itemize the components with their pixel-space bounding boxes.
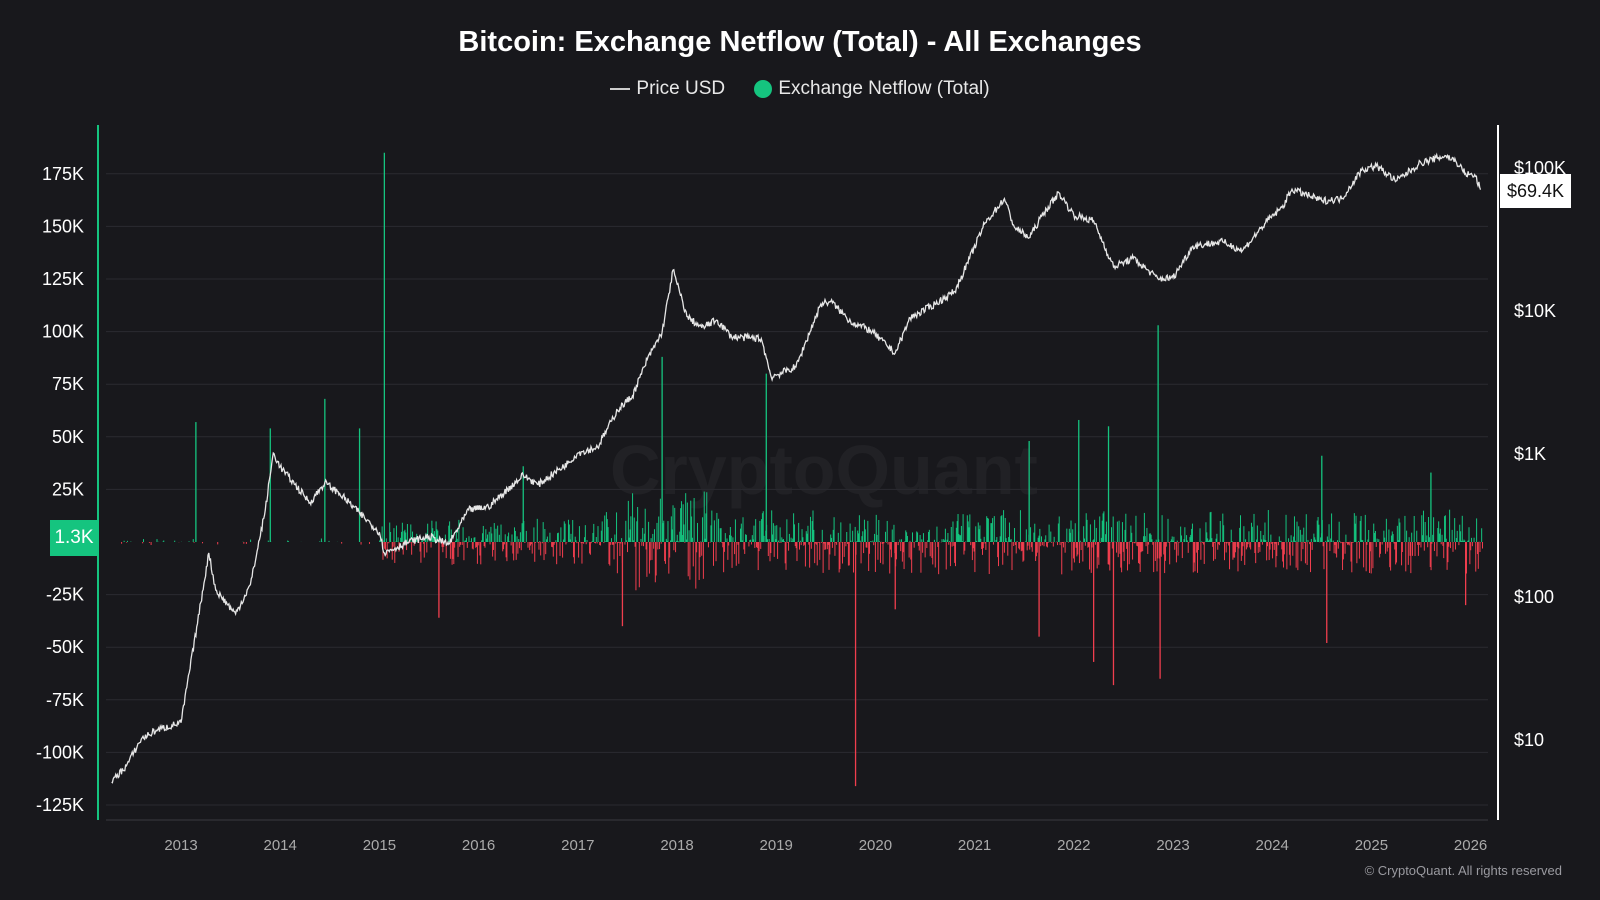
- legend-netflow-swatch: [754, 80, 773, 98]
- right-tick-label: $10K: [1514, 301, 1556, 321]
- legend-price-swatch: [610, 88, 631, 90]
- right-tick-label: $100: [1514, 587, 1554, 607]
- right-tick-label: $1K: [1514, 444, 1546, 464]
- left-tick-label: 125K: [42, 269, 84, 289]
- left-tick-label: 75K: [52, 374, 84, 394]
- price-line: [111, 152, 1482, 784]
- left-tick-label: -50K: [46, 637, 84, 657]
- chart-title: Bitcoin: Exchange Netflow (Total) - All …: [458, 26, 1142, 58]
- left-tick-label: 175K: [42, 164, 84, 184]
- x-tick-label: 2014: [264, 837, 297, 854]
- copyright: © CryptoQuant. All rights reserved: [1364, 863, 1562, 878]
- x-tick-label: 2013: [164, 837, 197, 854]
- x-tick-label: 2022: [1057, 837, 1090, 854]
- x-tick-label: 2015: [363, 837, 396, 854]
- current-price-badge: $69.4K: [1500, 174, 1572, 208]
- x-tick-label: 2025: [1355, 837, 1388, 854]
- legend: Price USD Exchange Netflow (Total): [0, 78, 1600, 100]
- x-tick-label: 2017: [561, 837, 594, 854]
- left-tick-label: -75K: [46, 690, 84, 710]
- left-tick-label: -125K: [36, 795, 84, 815]
- watermark: CryptoQuant: [610, 430, 1038, 510]
- left-tick-label: 150K: [42, 216, 84, 236]
- legend-price-label[interactable]: Price USD: [636, 78, 726, 99]
- x-tick-label: 2021: [958, 837, 991, 854]
- x-tick-label: 2026: [1454, 837, 1487, 854]
- x-tick-label: 2023: [1156, 837, 1189, 854]
- x-tick-label: 2020: [859, 837, 892, 854]
- x-tick-label: 2024: [1256, 837, 1289, 854]
- x-tick-label: 2019: [760, 837, 793, 854]
- left-tick-label: -25K: [46, 585, 84, 605]
- current-netflow-badge: 1.3K: [50, 520, 98, 556]
- x-tick-label: 2018: [660, 837, 693, 854]
- x-tick-label: 2016: [462, 837, 495, 854]
- right-tick-label: $100K: [1514, 158, 1566, 178]
- right-tick-label: $10: [1514, 730, 1544, 750]
- left-tick-label: 50K: [52, 427, 84, 447]
- left-tick-label: 100K: [42, 322, 84, 342]
- left-tick-label: -100K: [36, 742, 84, 762]
- left-tick-label: 25K: [52, 479, 84, 499]
- legend-netflow-label[interactable]: Exchange Netflow (Total): [778, 78, 990, 99]
